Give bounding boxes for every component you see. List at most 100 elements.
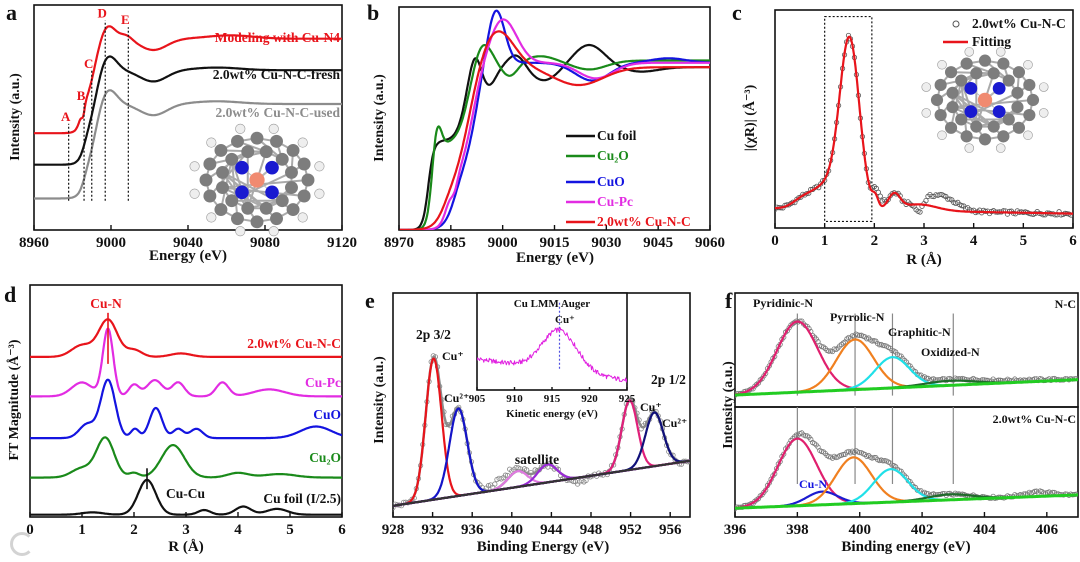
f-x-axis-label: Binding energy (eV)	[841, 539, 971, 555]
x-tick-label: 9060	[695, 235, 725, 251]
carbon-atom-icon	[216, 181, 229, 195]
hydrogen-atom-icon	[206, 137, 217, 148]
c-legend-data: 2.0wt% Cu-N-C	[972, 16, 1066, 31]
x-tick-label: 9045	[643, 235, 673, 251]
carbon-atom-icon	[960, 130, 973, 143]
x-tick-label: 8985	[436, 235, 466, 251]
x-tick-label: 9000	[96, 235, 126, 251]
molecule-inset-c	[921, 47, 1049, 153]
hydrogen-atom-icon	[1038, 82, 1049, 92]
plot-area-a	[34, 25, 342, 200]
panel-label-a: a	[6, 0, 17, 25]
hydrogen-atom-icon	[1038, 108, 1049, 118]
data-point	[933, 192, 939, 198]
carbon-atom-icon	[1002, 74, 1015, 87]
carbon-atom-icon	[203, 157, 217, 171]
carbon-atom-icon	[270, 134, 283, 148]
series-e-line-8	[393, 459, 690, 507]
series-a-2-0wt-cu-n-c-used	[34, 89, 342, 200]
nitrogen-atom-icon	[992, 105, 1006, 118]
hydrogen-atom-icon	[314, 161, 325, 172]
x-tick-label: 2	[130, 522, 138, 538]
plot-area-b	[399, 9, 710, 230]
highlight-region-box	[824, 15, 873, 223]
a-series-label-model: Modeling with Cu-N4	[214, 30, 340, 45]
hydrogen-atom-icon	[964, 47, 975, 57]
plot-area-e	[393, 353, 690, 511]
d-label-cu-n-c: 2.0wt% Cu-N-C	[247, 336, 341, 351]
x-tick-label: 0	[26, 522, 34, 538]
carbon-atom-icon	[259, 201, 273, 215]
a-series-label-fresh: 2.0wt% Cu-N-C-fresh	[212, 67, 340, 82]
hydrogen-atom-icon	[1023, 130, 1033, 141]
f-annotation-oxidized: Oxidized-N	[921, 345, 980, 359]
panel-label-c: c	[732, 0, 742, 25]
x-tick-label: 952	[619, 522, 642, 538]
nitrogen-atom-icon	[964, 105, 978, 118]
x-tick-label: 956	[659, 522, 682, 538]
plot-frame-f_bottom	[734, 406, 1079, 518]
e-y-axis-label: Intensity (a.u.)	[372, 356, 387, 444]
carbon-atom-icon	[944, 121, 958, 134]
panel-label-b: b	[367, 0, 380, 25]
x-tick-label: 9120	[327, 235, 357, 251]
carbon-atom-icon	[930, 93, 944, 107]
series-d-cu-o	[30, 436, 342, 479]
e-inset-title: Cu LMM Auger	[513, 298, 591, 310]
plot-area-f_top	[735, 313, 1078, 398]
carbon-atom-icon	[987, 120, 1000, 133]
chart-f_bottom: 396 398 400 402 404 406	[724, 406, 1079, 538]
nitrogen-atom-icon	[235, 160, 249, 175]
marker-label: B	[77, 88, 86, 103]
chart-b: 8970 8985 9000 9015 9030 9045 9060	[384, 6, 725, 251]
nitrogen-atom-icon	[992, 82, 1006, 95]
d-annotation-cu-n: Cu-N	[90, 296, 122, 311]
x-tick-label: 0	[771, 233, 779, 249]
x-tick-label: 2	[871, 233, 879, 249]
e-annotation-2p32: 2p 3/2	[416, 327, 451, 342]
hydrogen-atom-icon	[937, 59, 947, 70]
x-tick-label: 9000	[488, 235, 518, 251]
carbon-atom-icon	[301, 173, 315, 187]
data-point	[583, 477, 589, 484]
data-point	[923, 375, 929, 381]
f-sample-label-n-c: N-C	[1054, 297, 1076, 311]
carbon-atom-icon	[275, 194, 289, 208]
carbon-atom-icon	[1011, 101, 1024, 114]
carbon-atom-icon	[241, 201, 255, 215]
x-tick-label: 3	[920, 233, 928, 249]
nitrogen-atom-icon	[265, 185, 279, 200]
b-legend-cu-foil: Cu foil	[597, 128, 637, 143]
bond	[940, 72, 994, 86]
b-y-axis-label: Intensity (a.u.)	[372, 74, 387, 162]
data-point	[840, 451, 846, 458]
x-tick-label: 9080	[250, 235, 280, 251]
hydrogen-atom-icon	[937, 130, 947, 141]
carbon-atom-icon	[216, 165, 229, 179]
hydrogen-atom-icon	[189, 161, 200, 172]
b-legend-cu2o: Cu₂O	[597, 148, 629, 163]
series-b-cu-o	[399, 44, 710, 230]
carbon-atom-icon	[946, 86, 959, 99]
bond	[209, 150, 267, 165]
copper-atom-icon	[977, 92, 993, 108]
hydrogen-atom-icon	[1023, 59, 1033, 70]
x-tick-label: 5	[286, 522, 294, 538]
x-tick-label: 940	[501, 522, 524, 538]
carbon-atom-icon	[955, 74, 968, 87]
copper-atom-icon	[249, 172, 265, 188]
x-tick-label: 910	[506, 393, 523, 405]
series-a-modeling-with-cu-n4	[34, 25, 342, 135]
f-y-axis-label: Intensity (a.u.)	[721, 361, 736, 449]
carbon-atom-icon	[231, 134, 244, 148]
hydrogen-atom-icon	[268, 226, 279, 237]
x-tick-label: 404	[973, 522, 996, 538]
x-tick-label: 936	[461, 522, 484, 538]
series-b-2-0wt-cu-n-c	[399, 30, 710, 230]
plot-area-f_bottom	[735, 407, 1078, 512]
series-f_top-component-3	[735, 356, 1078, 397]
hydrogen-atom-icon	[921, 82, 932, 92]
carbon-atom-icon	[297, 157, 311, 171]
plot-frame-d	[29, 284, 343, 518]
